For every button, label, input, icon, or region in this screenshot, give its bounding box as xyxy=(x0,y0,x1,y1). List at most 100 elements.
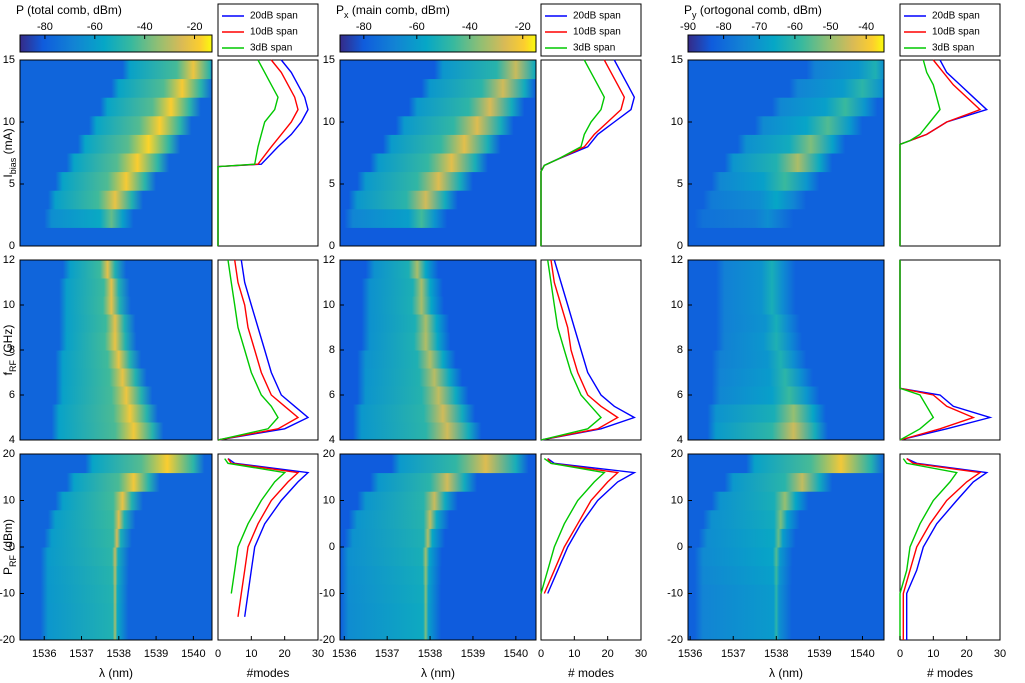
heatmap-row xyxy=(20,602,212,622)
heatmap-row xyxy=(688,171,884,191)
heatmap-row xyxy=(688,454,884,474)
x-tick-label: 1537 xyxy=(721,648,745,660)
heatmap-row xyxy=(20,260,212,279)
heatmap-row xyxy=(20,296,212,315)
heatmap-row xyxy=(20,78,212,98)
y-axis-label: fRF (GHz) xyxy=(1,325,18,376)
y-tick-label: 12 xyxy=(671,254,683,266)
x-tick-label: 0 xyxy=(897,648,903,660)
series-line xyxy=(540,259,637,441)
x-axis-label: λ (nm) xyxy=(769,666,803,680)
heatmap-row xyxy=(340,491,536,511)
y-tick-label: 12 xyxy=(323,254,335,266)
legend-label: 20dB span xyxy=(573,11,621,22)
heatmap-row xyxy=(688,278,884,297)
heatmap-row xyxy=(340,115,536,135)
heatmap-row xyxy=(688,115,884,135)
x-tick-label: 10 xyxy=(568,648,580,660)
series-line xyxy=(899,458,958,640)
heatmap-row xyxy=(340,368,536,387)
heatmap-row xyxy=(340,565,536,585)
y-axis-label-part: bias xyxy=(8,157,18,174)
series-line xyxy=(540,458,606,594)
y-tick-label: 10 xyxy=(323,494,335,506)
colorbar-tick-label: -60 xyxy=(409,21,425,33)
heatmap-row xyxy=(20,97,212,117)
x-tick-label: 30 xyxy=(312,648,324,660)
colorbar-tick-label: -70 xyxy=(751,21,767,33)
y-tick-label: 15 xyxy=(671,54,683,66)
heatmap-row xyxy=(20,528,212,548)
colorbar-tick-label: -20 xyxy=(187,21,203,33)
colorbar-title-part: P (total comb, dBm) xyxy=(16,3,122,17)
heatmap-row xyxy=(688,422,884,441)
x-tick-label: 1539 xyxy=(461,648,485,660)
heatmap-row xyxy=(688,314,884,333)
legend-label: 10dB span xyxy=(932,27,980,38)
colorbar-title-part: x xyxy=(344,10,349,20)
y-tick-label: 20 xyxy=(3,448,15,460)
y-tick-label: 6 xyxy=(329,389,335,401)
colorbar-tick-label: -80 xyxy=(716,21,732,33)
x-tick-label: 1538 xyxy=(764,648,788,660)
series-line xyxy=(217,259,300,441)
colorbar-tick-label: -60 xyxy=(787,21,803,33)
heatmap-row xyxy=(20,350,212,369)
y-tick-label: 5 xyxy=(9,178,15,190)
heatmap-row xyxy=(20,368,212,387)
y-tick-label: 20 xyxy=(671,448,683,460)
plot-area xyxy=(217,453,319,641)
heatmap-row xyxy=(688,509,884,529)
heatmap-row xyxy=(20,386,212,405)
heatmap-row xyxy=(688,602,884,622)
y-tick-label: 4 xyxy=(329,434,335,446)
y-tick-label: 20 xyxy=(323,448,335,460)
heatmap-row xyxy=(340,509,536,529)
series-line xyxy=(540,59,606,246)
x-tick-label: 10 xyxy=(927,648,939,660)
plot-area xyxy=(217,259,319,441)
x-tick-label: 20 xyxy=(961,648,973,660)
legend-label: 3dB span xyxy=(250,43,292,54)
y-axis-label-part: f xyxy=(1,371,15,375)
heatmap-row xyxy=(20,472,212,492)
plot-area xyxy=(899,59,1001,247)
heatmap-row xyxy=(340,134,536,154)
y-tick-label: 10 xyxy=(323,299,335,311)
x-axis-label: # modes xyxy=(927,666,973,680)
y-tick-label: 0 xyxy=(9,240,15,252)
heatmap-row xyxy=(20,454,212,474)
heatmap-row xyxy=(688,134,884,154)
colorbar-tick-label: -90 xyxy=(680,21,696,33)
colorbar xyxy=(339,34,537,53)
heatmap-row xyxy=(340,171,536,191)
heatmap-row xyxy=(20,565,212,585)
heatmap-row xyxy=(688,190,884,210)
heatmap-row xyxy=(340,78,536,98)
x-axis-label: λ (nm) xyxy=(421,666,455,680)
plot-area xyxy=(540,59,642,247)
y-tick-label: 15 xyxy=(323,54,335,66)
colorbar-tick-label: -40 xyxy=(858,21,874,33)
heatmap-row xyxy=(688,260,884,279)
heatmap-row xyxy=(688,547,884,567)
plot-area xyxy=(899,259,1001,441)
heatmap-row xyxy=(20,208,212,228)
heatmap-row xyxy=(688,296,884,315)
heatmap-row xyxy=(688,60,884,80)
colorbar-title-part: (ortogonal comb, dBm) xyxy=(697,3,822,17)
y-tick-label: 8 xyxy=(329,344,335,356)
heatmap-row xyxy=(20,547,212,567)
x-tick-label: 1540 xyxy=(850,648,874,660)
series-line xyxy=(217,259,310,441)
heatmap-row xyxy=(340,422,536,441)
colorbar-tick-label: -40 xyxy=(462,21,478,33)
y-axis-label: PRF (dBm) xyxy=(1,519,18,575)
colorbar-title-part: P xyxy=(684,3,692,17)
y-tick-label: 6 xyxy=(9,389,15,401)
heatmap-row xyxy=(20,227,212,247)
heatmap-row xyxy=(688,386,884,405)
heatmap-row xyxy=(340,332,536,351)
heatmap-row xyxy=(340,208,536,228)
